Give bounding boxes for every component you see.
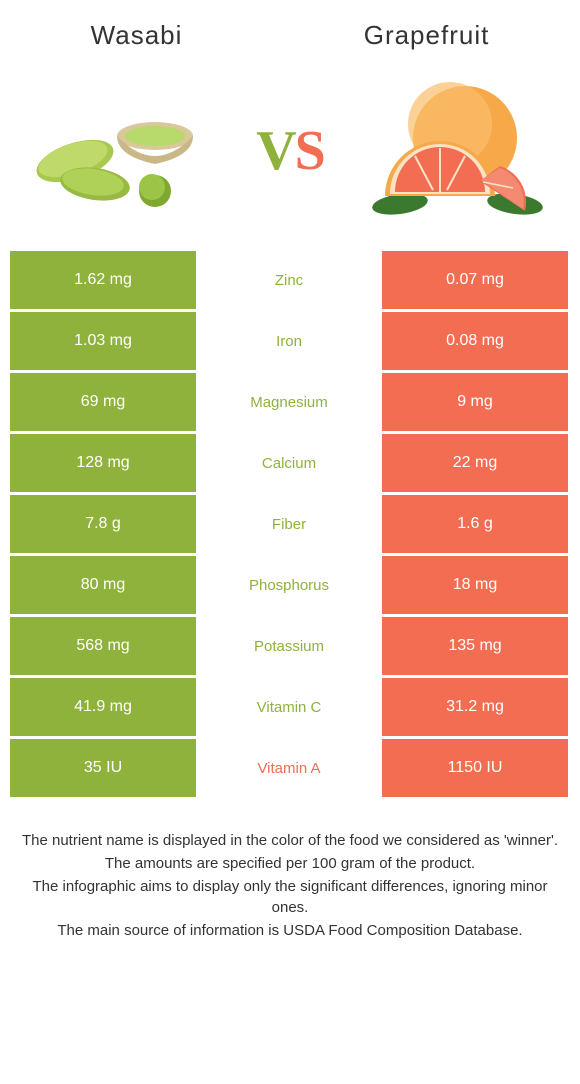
left-value-cell: 568 mg	[10, 617, 196, 675]
table-row: 568 mgPotassium135 mg	[10, 617, 570, 675]
footer-line-1: The nutrient name is displayed in the co…	[20, 830, 560, 851]
left-value-cell: 80 mg	[10, 556, 196, 614]
table-row: 7.8 gFiber1.6 g	[10, 495, 570, 553]
vs-s-letter: S	[295, 120, 324, 182]
nutrient-label-cell: Vitamin A	[196, 739, 382, 797]
right-value-cell: 0.07 mg	[382, 251, 568, 309]
right-value-cell: 135 mg	[382, 617, 568, 675]
right-title: Grapefruit	[364, 20, 490, 51]
left-value-cell: 41.9 mg	[10, 678, 196, 736]
right-value-cell: 9 mg	[382, 373, 568, 431]
table-row: 1.62 mgZinc0.07 mg	[10, 251, 570, 309]
nutrient-label-cell: Calcium	[196, 434, 382, 492]
right-value-cell: 1150 IU	[382, 739, 568, 797]
right-value-cell: 31.2 mg	[382, 678, 568, 736]
nutrient-label-cell: Fiber	[196, 495, 382, 553]
table-row: 80 mgPhosphorus18 mg	[10, 556, 570, 614]
left-value-cell: 7.8 g	[10, 495, 196, 553]
nutrient-label-cell: Iron	[196, 312, 382, 370]
left-value-cell: 35 IU	[10, 739, 196, 797]
table-row: 35 IUVitamin A1150 IU	[10, 739, 570, 797]
left-title: Wasabi	[91, 20, 183, 51]
nutrient-label-cell: Zinc	[196, 251, 382, 309]
vs-v-letter: V	[256, 120, 294, 182]
nutrient-table: 1.62 mgZinc0.07 mg1.03 mgIron0.08 mg69 m…	[10, 251, 570, 797]
nutrient-label-cell: Vitamin C	[196, 678, 382, 736]
left-value-cell: 1.03 mg	[10, 312, 196, 370]
right-value-cell: 18 mg	[382, 556, 568, 614]
images-row: VS	[0, 61, 580, 251]
table-row: 69 mgMagnesium9 mg	[10, 373, 570, 431]
right-value-cell: 1.6 g	[382, 495, 568, 553]
footer-line-3: The infographic aims to display only the…	[20, 876, 560, 918]
table-row: 128 mgCalcium22 mg	[10, 434, 570, 492]
footer-notes: The nutrient name is displayed in the co…	[0, 800, 580, 941]
grapefruit-image	[355, 81, 555, 221]
left-value-cell: 1.62 mg	[10, 251, 196, 309]
nutrient-label-cell: Magnesium	[196, 373, 382, 431]
footer-line-2: The amounts are specified per 100 gram o…	[20, 853, 560, 874]
right-value-cell: 22 mg	[382, 434, 568, 492]
nutrient-label-cell: Phosphorus	[196, 556, 382, 614]
wasabi-image	[25, 81, 225, 221]
table-row: 1.03 mgIron0.08 mg	[10, 312, 570, 370]
left-value-cell: 128 mg	[10, 434, 196, 492]
right-value-cell: 0.08 mg	[382, 312, 568, 370]
nutrient-label-cell: Potassium	[196, 617, 382, 675]
left-value-cell: 69 mg	[10, 373, 196, 431]
footer-line-4: The main source of information is USDA F…	[20, 920, 560, 941]
table-row: 41.9 mgVitamin C31.2 mg	[10, 678, 570, 736]
header: Wasabi Grapefruit	[0, 0, 580, 61]
vs-label: VS	[256, 119, 324, 183]
